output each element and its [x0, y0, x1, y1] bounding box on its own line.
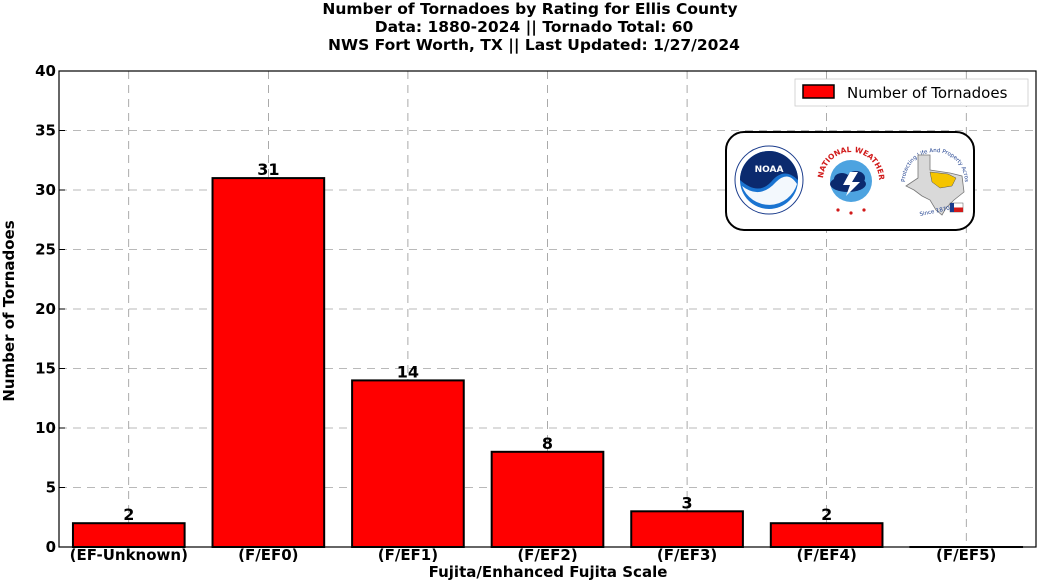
plot-frame — [58, 70, 1037, 548]
data-label: 14 — [397, 362, 419, 381]
y-tick-label: 0 — [46, 538, 56, 556]
x-tick-label: (EF-Unknown) — [70, 546, 188, 564]
data-label: 2 — [123, 505, 134, 524]
legend-label: Number of Tornadoes — [847, 84, 1008, 102]
x-axis-label: Fujita/Enhanced Fujita Scale — [429, 563, 668, 581]
x-tick-label: (F/EF5) — [936, 546, 996, 564]
y-tick-labels: 0 5 10 15 20 25 30 35 40 — [35, 62, 56, 556]
data-labels: 2 31 14 8 3 2 — [123, 160, 832, 524]
bar — [630, 510, 744, 548]
chart-title-line-2: Data: 1880-2024 || Tornado Total: 60 — [375, 18, 694, 37]
data-label: 31 — [257, 160, 279, 179]
x-tick-label: (F/EF3) — [657, 546, 717, 564]
bar — [769, 522, 884, 549]
y-tick-label: 35 — [35, 122, 56, 140]
bars — [71, 177, 1024, 549]
bar — [71, 522, 186, 549]
y-tick-label: 25 — [35, 241, 56, 259]
y-tick-label: 15 — [35, 360, 56, 378]
y-axis-label: Number of Tornadoes — [0, 220, 18, 401]
data-label: 8 — [542, 434, 553, 453]
x-tick-label: (F/EF1) — [378, 546, 438, 564]
bar — [351, 379, 465, 548]
data-label: 3 — [682, 493, 693, 512]
x-tick-label: (F/EF0) — [238, 546, 298, 564]
legend: Number of Tornadoes — [794, 78, 1029, 107]
noaa-logo-text: NOAA — [755, 165, 784, 175]
y-tick-label: 10 — [35, 419, 56, 437]
x-tick-labels: (EF-Unknown) (F/EF0) (F/EF1) (F/EF2) (F/EF3)… — [70, 546, 997, 564]
data-label: 2 — [821, 505, 832, 524]
y-tick-label: 20 — [35, 300, 56, 318]
y-tick-label: 30 — [35, 181, 56, 199]
legend-swatch — [802, 84, 835, 99]
y-tick-label: 5 — [46, 479, 56, 497]
x-tick-label: (F/EF2) — [517, 546, 577, 564]
chart-title-line-3: NWS Fort Worth, TX || Last Updated: 1/27… — [328, 36, 740, 55]
bar — [211, 177, 326, 548]
noaa-logo: NOAA — [734, 145, 804, 215]
y-tick-label: 40 — [35, 62, 56, 80]
bar — [490, 450, 605, 548]
chart-title-line-1: Number of Tornadoes by Rating for Ellis … — [322, 0, 737, 18]
x-tick-label: (F/EF4) — [796, 546, 856, 564]
